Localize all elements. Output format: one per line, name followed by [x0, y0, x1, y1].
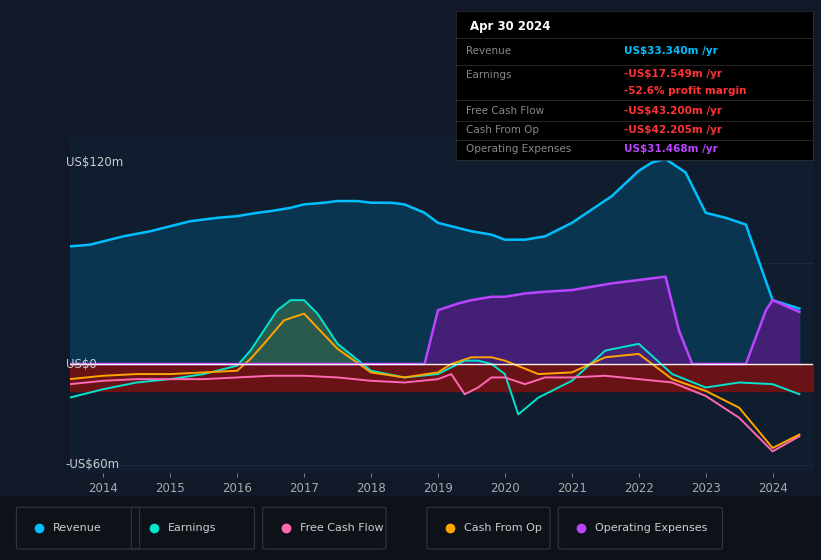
Text: Revenue: Revenue: [53, 523, 102, 533]
Text: Free Cash Flow: Free Cash Flow: [466, 106, 544, 115]
Text: Cash From Op: Cash From Op: [466, 125, 539, 135]
Text: Operating Expenses: Operating Expenses: [595, 523, 708, 533]
Text: Earnings: Earnings: [466, 70, 511, 80]
Text: US$120m: US$120m: [66, 156, 123, 169]
Text: US$31.468m /yr: US$31.468m /yr: [623, 144, 718, 154]
Text: Earnings: Earnings: [168, 523, 217, 533]
Text: -US$60m: -US$60m: [66, 458, 120, 472]
Text: Apr 30 2024: Apr 30 2024: [470, 20, 550, 33]
Text: Free Cash Flow: Free Cash Flow: [300, 523, 383, 533]
Text: -US$42.205m /yr: -US$42.205m /yr: [623, 125, 722, 135]
Text: -US$17.549m /yr: -US$17.549m /yr: [623, 68, 722, 78]
Text: -US$43.200m /yr: -US$43.200m /yr: [623, 106, 722, 115]
Text: -52.6% profit margin: -52.6% profit margin: [623, 86, 746, 96]
Text: US$0: US$0: [66, 357, 96, 371]
Text: Cash From Op: Cash From Op: [464, 523, 542, 533]
Text: Operating Expenses: Operating Expenses: [466, 144, 571, 154]
Text: Revenue: Revenue: [466, 46, 511, 56]
Text: US$33.340m /yr: US$33.340m /yr: [623, 46, 718, 56]
